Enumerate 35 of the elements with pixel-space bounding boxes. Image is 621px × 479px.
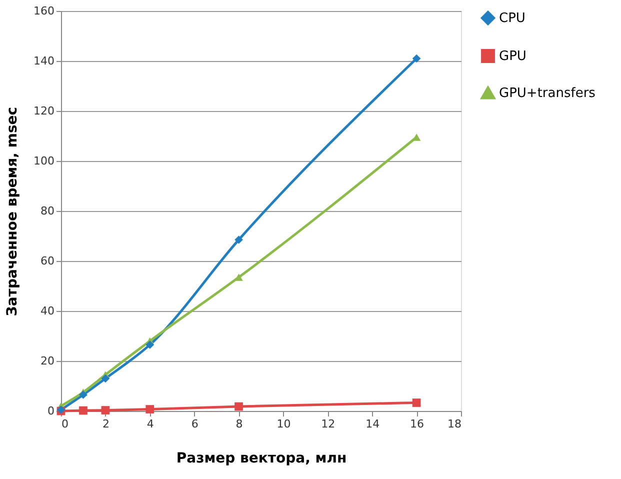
x-tick-label: 8 xyxy=(236,418,243,430)
x-tick-label: 4 xyxy=(146,418,154,430)
legend-label: GPU+transfers xyxy=(499,86,596,101)
legend-label: GPU xyxy=(499,49,526,64)
x-tick-label: 10 xyxy=(276,418,291,430)
point xyxy=(234,236,243,244)
x-tick-label: 14 xyxy=(366,418,380,430)
y-tick-label: 80 xyxy=(40,204,54,218)
point xyxy=(101,406,110,414)
y-tick-label: 20 xyxy=(40,354,54,368)
x-tick-label: 0 xyxy=(62,418,68,430)
point xyxy=(146,405,154,414)
x-tick-label: 18 xyxy=(448,418,462,430)
point xyxy=(101,374,110,383)
point xyxy=(146,340,154,349)
point xyxy=(234,274,243,281)
y-tick-label: 60 xyxy=(40,254,54,268)
y-tick-label: 140 xyxy=(34,54,54,68)
x-tick-label: 16 xyxy=(410,418,424,430)
y-axis-title: Затраченное время, msec xyxy=(4,106,21,316)
x-tick-label: 2 xyxy=(102,418,110,430)
y-tick-label: 0 xyxy=(48,404,54,418)
y-tick-label: 100 xyxy=(34,154,54,168)
point xyxy=(412,398,421,407)
point xyxy=(234,402,243,411)
point xyxy=(79,390,88,399)
legend-label: CPU xyxy=(499,11,526,26)
point xyxy=(79,406,88,415)
y-tick-label: 40 xyxy=(40,304,54,318)
y-tick-label: 120 xyxy=(34,104,54,118)
x-tick-label: 6 xyxy=(191,418,198,430)
x-axis-title: Размер вектора, млн xyxy=(176,450,347,466)
x-tick-label: 12 xyxy=(321,418,336,430)
point xyxy=(412,54,421,63)
y-tick-label: 160 xyxy=(34,4,54,18)
